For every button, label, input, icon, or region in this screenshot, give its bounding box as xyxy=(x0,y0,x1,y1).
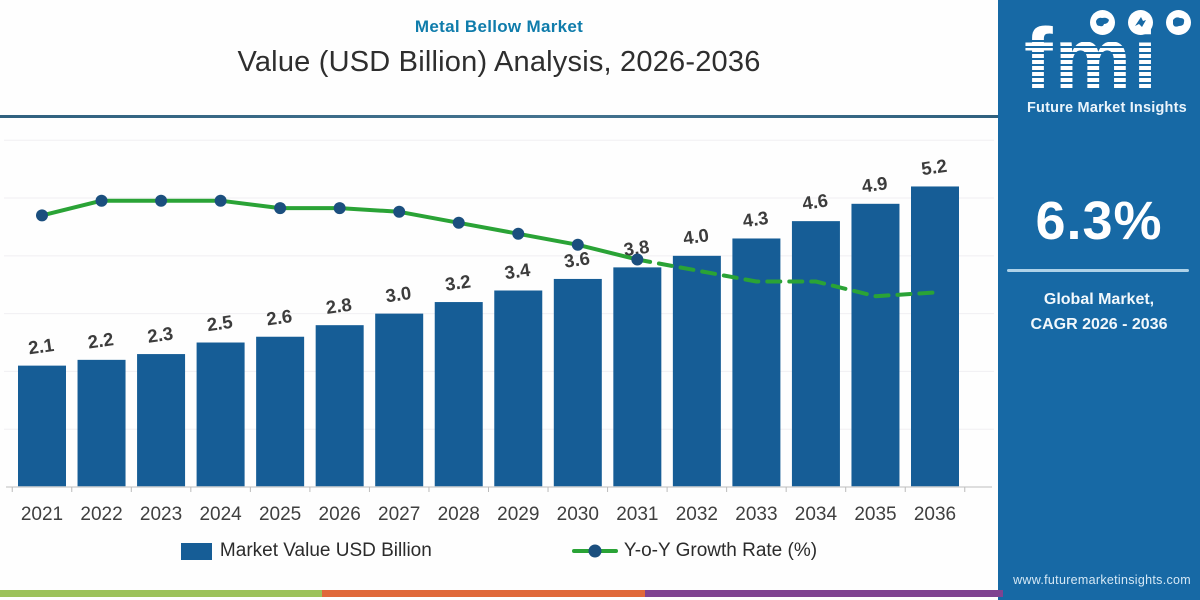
growth-line-marker xyxy=(571,238,584,251)
bar-value-label: 4.6 xyxy=(801,190,829,214)
x-axis-label: 2031 xyxy=(616,504,658,525)
bar-value-label: 4.9 xyxy=(860,172,888,196)
x-axis-label: 2026 xyxy=(319,504,361,525)
bar-value-label: 2.8 xyxy=(325,294,353,318)
bar-value-label: 4.0 xyxy=(682,224,710,248)
footer-stripe xyxy=(0,590,1003,597)
growth-line-marker xyxy=(333,202,346,215)
cagr-label: Global Market, CAGR 2026 - 2036 xyxy=(998,288,1200,338)
bar-2028 xyxy=(434,302,483,487)
bar-line-chart-canvas: 2.1 2.2 2.3 2.5 2.6 2.8 3.0 3.2 3.4 3.6 3.8 4.04.34… xyxy=(4,139,994,525)
bar-2036 xyxy=(911,186,959,487)
bar-legend-label: Market Value USD Billion xyxy=(219,540,432,561)
bar-value-label: 2.1 xyxy=(27,334,55,358)
bar-value-label: 3.4 xyxy=(503,259,532,283)
growth-line-marker xyxy=(95,194,108,207)
growth-line-marker xyxy=(512,227,525,240)
x-axis-label: 2025 xyxy=(259,504,301,525)
bar-2031 xyxy=(613,267,662,487)
bar-2034 xyxy=(791,221,840,487)
bar-value-label: 3.0 xyxy=(384,282,412,306)
bar-2035 xyxy=(851,203,900,487)
website-url: www.futuremarketinsights.com xyxy=(1013,573,1191,587)
x-axis-label: 2029 xyxy=(497,504,539,525)
bar-value-label: 5.2 xyxy=(920,155,948,179)
line-legend-label: Y-o-Y Growth Rate (%) xyxy=(623,540,818,561)
chart-legend: Market Value USD Billion Y-o-Y Growth Ra… xyxy=(0,540,998,562)
line-legend-swatch xyxy=(571,544,618,558)
footer-stripe-green xyxy=(0,590,322,597)
x-axis-label: 2022 xyxy=(80,504,122,525)
bar-2024 xyxy=(196,342,245,487)
bar-value-label: 3.6 xyxy=(563,247,591,271)
bar-legend-swatch xyxy=(180,542,212,560)
x-axis-label: 2035 xyxy=(854,504,896,525)
bar-value-label: 2.6 xyxy=(265,305,293,329)
growth-line-marker xyxy=(631,253,644,266)
cagr-value: 6.3% xyxy=(1035,191,1163,251)
globe-map-icon xyxy=(1090,10,1115,35)
cagr-divider xyxy=(1007,269,1189,272)
bar-2030 xyxy=(553,278,602,487)
globe-location-icon xyxy=(1166,10,1191,35)
x-axis-label: 2028 xyxy=(438,504,480,525)
cagr-label-line1: Global Market, xyxy=(1043,291,1155,308)
line-legend-marker-dot xyxy=(588,544,602,558)
bar-value-label: 2.2 xyxy=(86,328,114,352)
x-axis-label: 2033 xyxy=(735,504,777,525)
growth-line-marker xyxy=(393,205,406,218)
bar-2029 xyxy=(494,290,543,487)
legend-item-bar: Market Value USD Billion xyxy=(180,540,432,562)
bar-value-label: 4.3 xyxy=(741,207,769,231)
bar-2021 xyxy=(18,365,66,487)
header-divider xyxy=(0,115,998,118)
bar-2033 xyxy=(732,238,781,487)
x-axis-label: 2024 xyxy=(199,504,242,525)
brand-sidebar: fmi Future Market Insights 6.3% Global M… xyxy=(998,0,1200,600)
x-axis-label: 2027 xyxy=(378,504,420,525)
bar-2023 xyxy=(137,354,186,487)
growth-line-marker xyxy=(155,194,168,207)
chart-eyebrow-title: Metal Bellow Market xyxy=(414,17,584,36)
footer-stripe-orange xyxy=(322,590,645,597)
x-axis-label: 2023 xyxy=(140,504,182,525)
chart-panel: Metal Bellow Market Value (USD Billion) … xyxy=(0,17,1003,597)
globe-compass-icon xyxy=(1128,10,1153,35)
bar-value-label: 2.3 xyxy=(146,322,174,346)
x-axis-label: 2034 xyxy=(795,504,838,525)
footer-stripe-purple xyxy=(645,590,1003,597)
fmi-logo: fmi Future Market Insights xyxy=(998,0,1200,130)
bar-2032 xyxy=(672,255,721,487)
chart-main-title: Value (USD Billion) Analysis, 2026-2036 xyxy=(237,46,761,78)
bar-2022 xyxy=(77,359,126,487)
growth-line-marker xyxy=(274,202,287,215)
bar-value-label: 3.2 xyxy=(444,270,472,294)
growth-line-marker xyxy=(452,216,465,229)
bar-2026 xyxy=(315,325,364,487)
bar-2027 xyxy=(375,313,424,487)
fmi-logo-subtext: Future Market Insights xyxy=(1027,100,1187,116)
cagr-label-line2: CAGR 2026 - 2036 xyxy=(1030,315,1168,333)
bar-line-chart: 2.1 2.2 2.3 2.5 2.6 2.8 3.0 3.2 3.4 3.6 3.8 4.0 4.3 4… xyxy=(0,118,998,532)
growth-line-marker xyxy=(214,194,227,207)
bar-value-label: 2.5 xyxy=(205,311,233,335)
growth-line-marker xyxy=(36,209,48,222)
bar-2025 xyxy=(256,336,305,487)
x-axis-label: 2021 xyxy=(21,504,63,525)
x-axis-label: 2032 xyxy=(676,504,718,525)
growth-line-dashed xyxy=(635,257,937,299)
x-axis-label: 2030 xyxy=(557,504,599,525)
fmi-logo-icons xyxy=(1090,10,1191,35)
x-axis-label: 2036 xyxy=(914,504,956,525)
legend-item-line: Y-o-Y Growth Rate (%) xyxy=(571,540,818,562)
